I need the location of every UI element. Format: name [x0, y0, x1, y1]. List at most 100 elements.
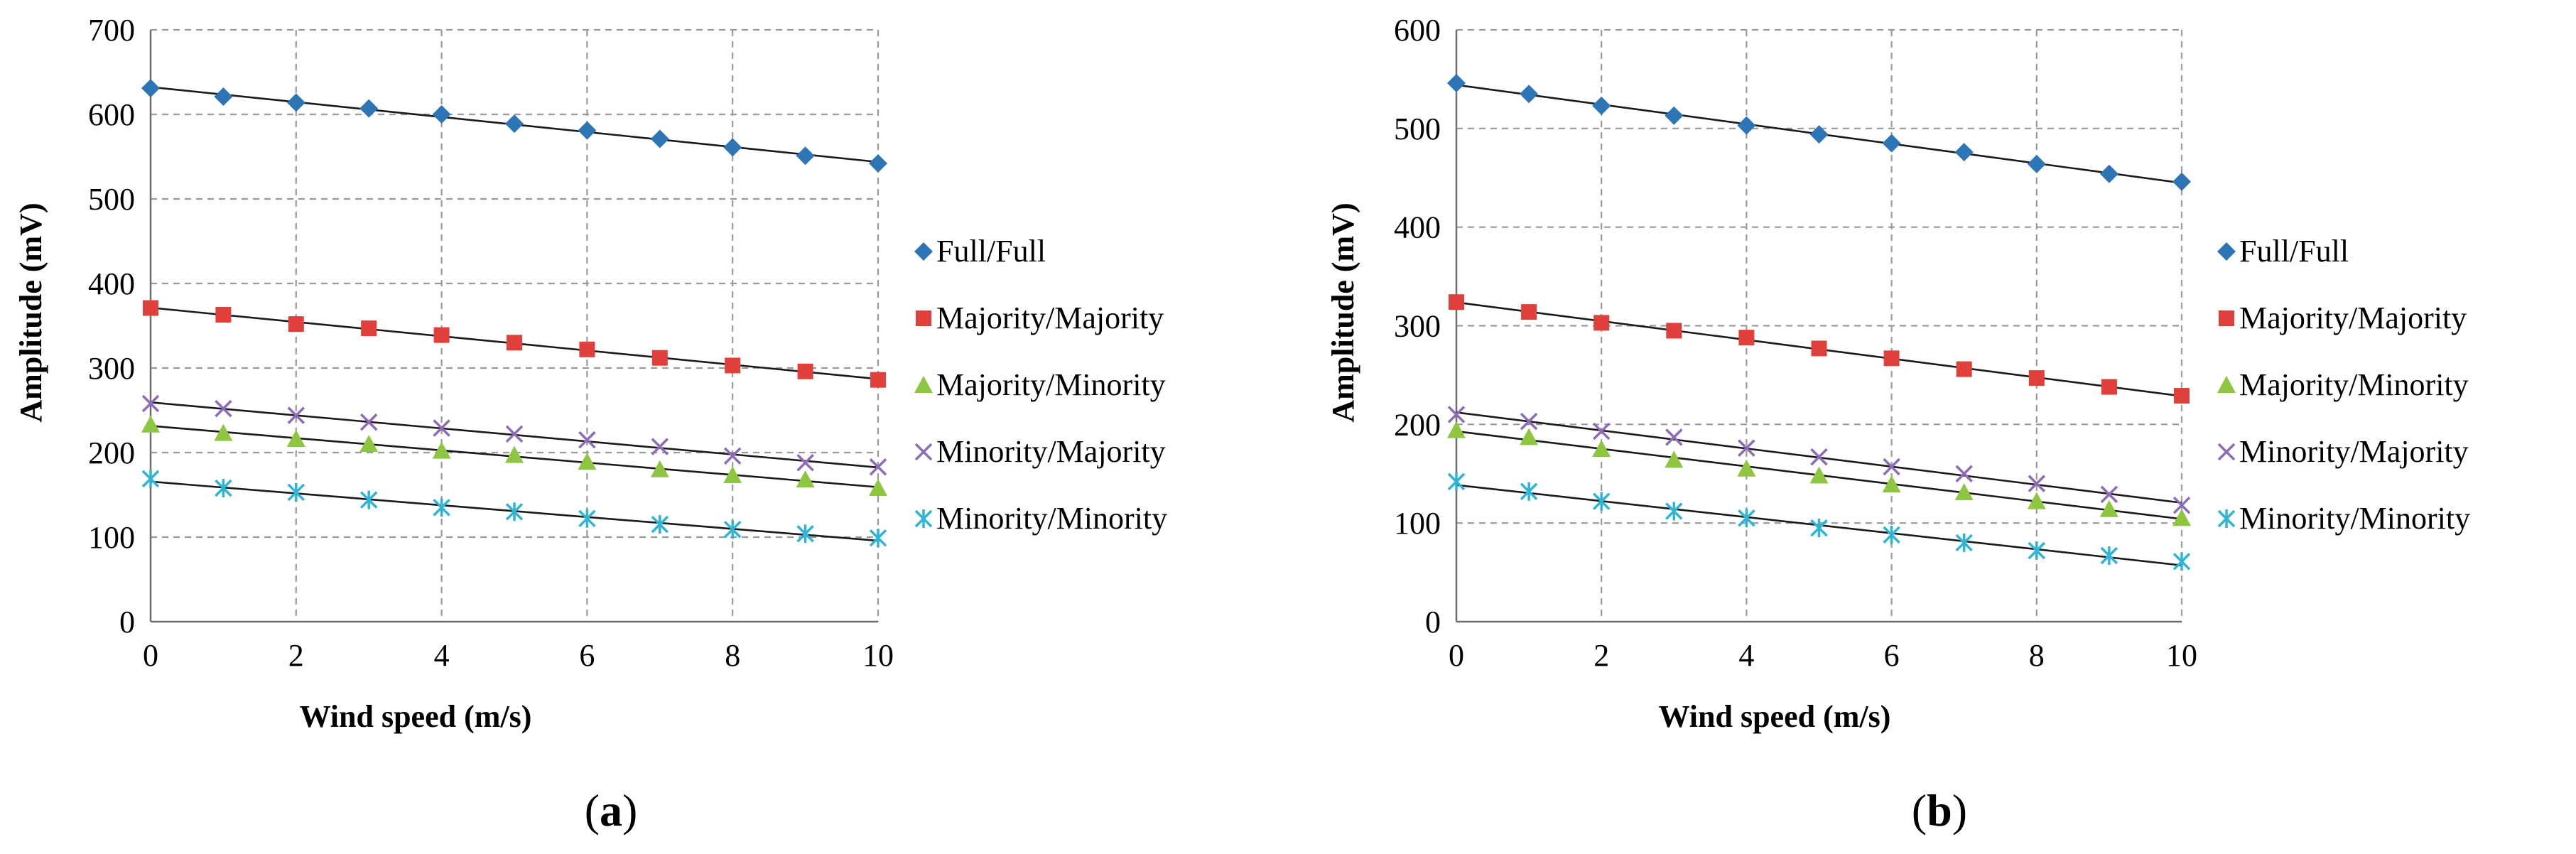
y-axis-title: Amplitude (mV) [13, 202, 48, 422]
data-point [143, 470, 158, 488]
legend-label: Majority/Minority [936, 367, 1166, 402]
legend-label: Minority/Majority [936, 434, 1166, 469]
x-tick-label: 8 [2029, 638, 2045, 673]
x-tick-label: 2 [288, 638, 304, 673]
y-tick-label: 0 [1425, 605, 1441, 639]
legend-label: Majority/Minority [2239, 367, 2469, 402]
chart-panel-b: 0 100 200 300 400 500 600 0 2 4 6 8 10 Wind speed (… [1326, 13, 2470, 836]
data-point [1738, 330, 1754, 345]
data-point [652, 515, 668, 534]
panel-label-letter: b [1927, 785, 1952, 836]
data-point [579, 342, 595, 357]
x-axis-title: Wind speed (m/s) [300, 699, 532, 734]
data-point [2101, 379, 2117, 395]
series-points [141, 416, 887, 496]
x-tick-label: 10 [2166, 638, 2197, 673]
y-tick-labels: 0100200300400500600700 [88, 13, 135, 639]
trendlines [151, 87, 878, 541]
data-point [2100, 165, 2118, 183]
x-tick-label: 2 [1593, 638, 1609, 673]
data-point [1957, 466, 1972, 482]
data-point [796, 146, 815, 165]
panel-label: (b) [1912, 785, 1967, 836]
x-tick-label: 10 [862, 638, 894, 673]
legend-marker [914, 242, 933, 261]
legend-marker [2219, 509, 2234, 528]
legend-item: Majority/Minority [2217, 367, 2469, 402]
legend-item: Minority/Majority [2219, 434, 2469, 469]
data-point [1447, 421, 1466, 438]
data-point [1521, 482, 1537, 501]
legend-item: Majority/Majority [2219, 301, 2467, 335]
data-point [1665, 107, 1683, 125]
data-point [1520, 85, 1538, 103]
y-tick-label: 600 [1394, 13, 1441, 48]
data-point [1449, 294, 1464, 310]
y-axis-title: Amplitude (mV) [1326, 202, 1360, 422]
data-point [141, 79, 160, 97]
data-point [652, 350, 668, 366]
legend-item: Majority/Majority [916, 301, 1164, 335]
series-points [1449, 294, 2190, 404]
data-point [870, 529, 886, 547]
series-points [1447, 421, 2191, 526]
data-point [361, 320, 377, 336]
legend-item: Majority/Minority [914, 367, 1166, 402]
data-point [2029, 370, 2045, 386]
y-tick-label: 200 [1394, 407, 1441, 442]
data-point [1666, 323, 1682, 338]
data-point [141, 416, 160, 433]
y-tick-label: 600 [88, 97, 135, 132]
legend-label: Majority/Majority [2239, 301, 2467, 335]
legend-marker [914, 376, 933, 393]
x-tick-label: 8 [725, 638, 740, 673]
data-point [1884, 526, 1900, 544]
chart-panel-a: 0 100 200 300 400 500 600 700 0 2 4 6 8 10 Wind spee… [13, 13, 1167, 836]
data-point [2172, 173, 2191, 191]
x-axis-title: Wind speed (m/s) [1659, 699, 1891, 734]
y-tick-label: 0 [119, 605, 135, 639]
series-points [143, 470, 886, 547]
y-tick-label: 700 [88, 13, 135, 48]
data-point [723, 138, 742, 156]
data-point [1449, 472, 1464, 491]
series-points [1449, 472, 2190, 571]
data-point [433, 105, 451, 124]
y-tick-label: 100 [1394, 506, 1441, 541]
x-tick-label: 6 [1884, 638, 1900, 673]
data-point [214, 87, 232, 106]
panel-label-close: ) [622, 785, 637, 836]
data-point [1957, 362, 1972, 377]
data-point [1521, 304, 1537, 320]
legend-label: Minority/Minority [936, 501, 1167, 536]
legend-marker [2217, 242, 2236, 261]
x-tick-label: 4 [434, 638, 450, 673]
x-tick-labels: 0 2 4 6 8 10 [143, 638, 894, 673]
data-point [798, 455, 813, 470]
data-point [1812, 519, 1827, 537]
data-point [1884, 350, 1900, 366]
series-points [1447, 74, 2191, 191]
data-point [2028, 155, 2046, 173]
data-point [578, 121, 596, 140]
data-point [434, 498, 450, 517]
legend-marker [916, 444, 931, 460]
panel-label-close: ) [1952, 785, 1967, 836]
data-point [2174, 388, 2190, 404]
legend-item: Minority/Minority [2219, 501, 2470, 536]
y-tick-label: 100 [88, 520, 135, 555]
data-point [725, 357, 740, 373]
legend-label: Minority/Minority [2239, 501, 2470, 536]
data-point [1593, 315, 1609, 330]
legend-marker [916, 310, 931, 326]
panel-label: (a) [585, 785, 638, 836]
y-tick-labels: 0100200300400500600 [1394, 13, 1441, 639]
y-tick-label: 400 [1394, 210, 1441, 245]
data-point [505, 114, 524, 133]
data-point [579, 509, 595, 528]
data-point [1955, 143, 1974, 161]
x-tick-label: 4 [1738, 638, 1754, 673]
legend-marker [2217, 376, 2236, 393]
data-point [1812, 340, 1827, 356]
